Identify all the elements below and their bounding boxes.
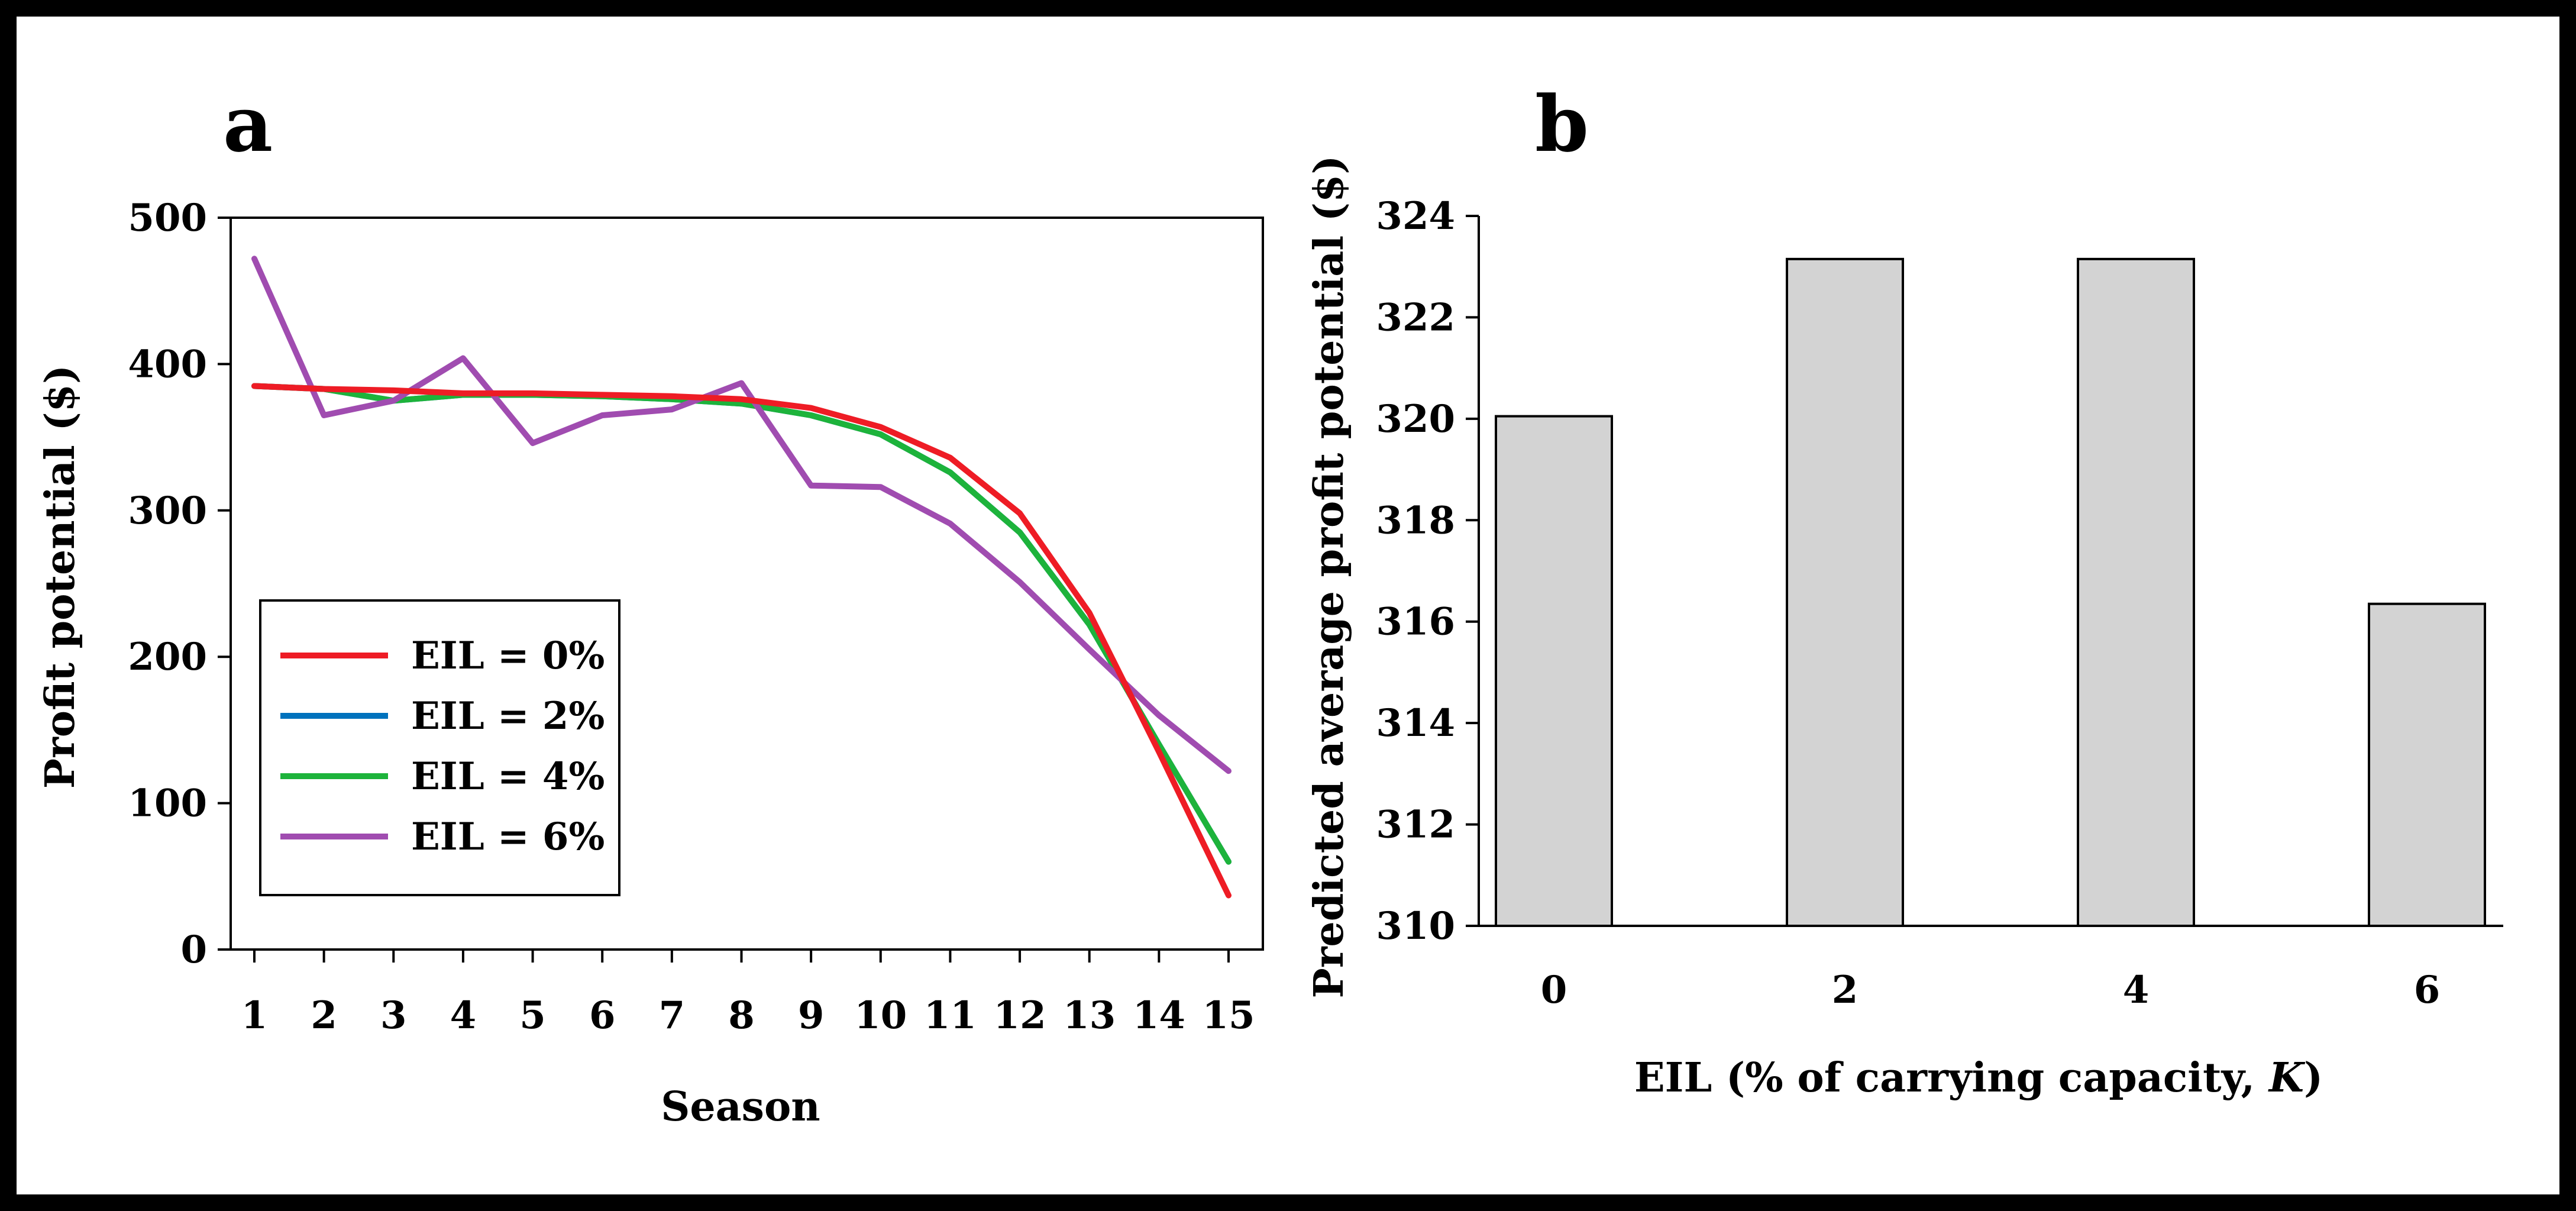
- panel-b-x-title: EIL (% of carrying capacity, K): [1634, 1054, 2323, 1102]
- plot-area-border: [230, 217, 1264, 951]
- x-tick-label: 7: [659, 993, 686, 1038]
- panel-b-x-title-italic: K: [2268, 1054, 2306, 1102]
- y-tick-label: 200: [128, 635, 207, 679]
- series-line-eil-4-percent: [251, 383, 1232, 865]
- y-tick-label: 316: [1376, 600, 1455, 644]
- y-tick-label: 320: [1376, 397, 1455, 441]
- y-tick-label: 0: [180, 928, 207, 972]
- panel-a-legend: EIL = 0% EIL = 2% EIL = 4% EIL = 6%: [259, 599, 620, 896]
- bar-eil-0: [1495, 415, 1613, 927]
- panel-b-x-title-suffix: ): [2304, 1054, 2323, 1102]
- bar-eil-4: [2077, 257, 2195, 927]
- y-tick-label: 314: [1376, 701, 1455, 745]
- panel-b-x-title-prefix: EIL (% of carrying capacity,: [1634, 1054, 2269, 1102]
- x-tick-label: 9: [798, 993, 825, 1038]
- y-tick-label: 322: [1376, 295, 1455, 340]
- legend-label: EIL = 6%: [411, 815, 605, 859]
- x-tick-label: 2: [311, 993, 337, 1038]
- x-tick-label: 6: [2414, 968, 2441, 1012]
- y-tick-label: 318: [1376, 498, 1455, 542]
- panel-b-bars: [1495, 257, 2486, 927]
- x-tick-label: 5: [519, 993, 546, 1038]
- x-tick-label: 3: [380, 993, 407, 1038]
- bar-eil-6: [2368, 602, 2486, 927]
- x-tick-label: 4: [450, 993, 477, 1038]
- legend-label: EIL = 2%: [411, 694, 605, 738]
- panel-b-y-title: Predicted average profit potential ($): [1305, 156, 1353, 999]
- y-tick-label: 312: [1376, 803, 1455, 847]
- x-tick-label: 10: [854, 993, 907, 1038]
- y-tick-label: 300: [128, 489, 207, 533]
- series-line-eil-0-percent: [251, 383, 1232, 899]
- x-tick-label: 12: [994, 993, 1046, 1038]
- panel-a-letter: a: [223, 79, 273, 169]
- panel-b-bar-chart: b 310 312 314 316 318 320 322 324 0 2 4 6 EIL (% of…: [1305, 79, 2503, 1102]
- y-tick-label: 500: [128, 196, 207, 240]
- panel-b-letter: b: [1535, 79, 1589, 169]
- x-tick-label: 1: [241, 993, 268, 1038]
- x-tick-label: 0: [1541, 968, 1567, 1012]
- x-tick-label: 14: [1133, 993, 1185, 1038]
- x-tick-label: 13: [1063, 993, 1116, 1038]
- x-tick-label: 11: [924, 993, 977, 1038]
- bar-eil-2: [1786, 257, 1904, 927]
- legend-label: EIL = 4%: [411, 754, 605, 799]
- y-tick-label: 324: [1376, 194, 1455, 238]
- x-tick-label: 6: [589, 993, 616, 1038]
- y-tick-label: 100: [128, 782, 207, 826]
- panel-b-axes: 310 312 314 316 318 320 322 324 0 2 4 6: [1376, 194, 2503, 1012]
- x-tick-label: 15: [1202, 993, 1255, 1038]
- legend-box: [259, 599, 620, 896]
- x-tick-label: 4: [2123, 968, 2150, 1012]
- panel-a-y-title: Profit potential ($): [37, 365, 84, 789]
- x-tick-label: 2: [1832, 968, 1859, 1012]
- panel-a-x-title: Season: [661, 1083, 820, 1131]
- y-tick-label: 310: [1376, 904, 1455, 948]
- panel-a-series: [251, 256, 1232, 899]
- series-line-eil-6-percent: [251, 256, 1232, 774]
- legend-label: EIL = 0%: [411, 634, 605, 678]
- y-tick-label: 400: [128, 342, 207, 386]
- x-tick-label: 8: [728, 993, 755, 1038]
